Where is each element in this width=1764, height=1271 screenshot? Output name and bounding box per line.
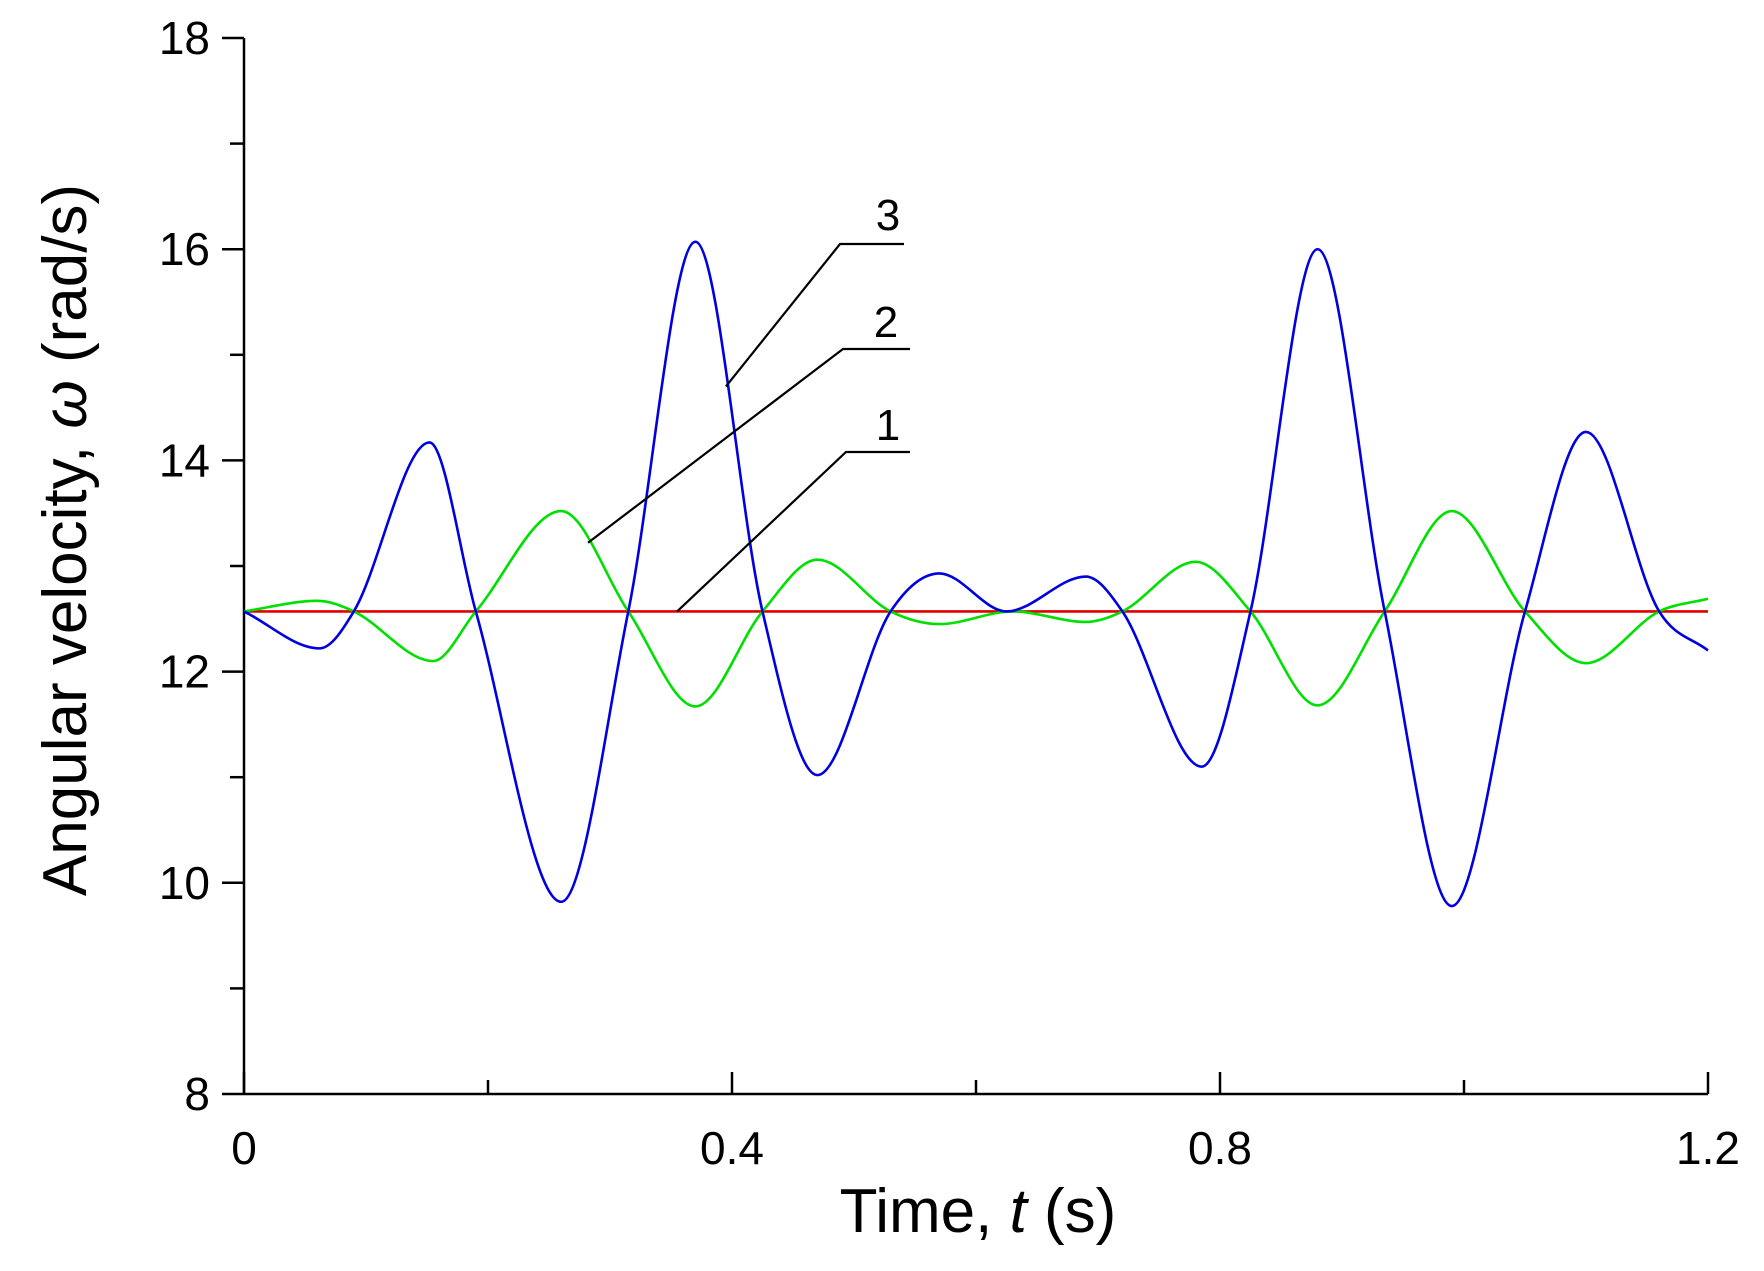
y-tick-label: 18 — [159, 12, 210, 64]
y-tick-label: 16 — [159, 223, 210, 275]
x-tick-label: 0.4 — [700, 1122, 764, 1174]
leader-line-2 — [587, 347, 910, 544]
curve-annotations: 1 2 3 — [587, 191, 910, 613]
curve-label-1: 1 — [876, 401, 900, 450]
curve-label-2: 2 — [874, 298, 898, 347]
y-axis-label: Angular velocity, ω (rad/s) — [31, 184, 100, 896]
x-tick-label: 0 — [231, 1122, 257, 1174]
y-tick-label: 8 — [184, 1068, 210, 1120]
series-line-3 — [243, 240, 1709, 908]
x-tick-label: 1.2 — [1676, 1122, 1740, 1174]
leader-line-3 — [725, 242, 904, 388]
x-axis-label: Time, t (s) — [840, 1177, 1117, 1246]
series-layer — [243, 240, 1709, 908]
x-tick-label: 0.8 — [1188, 1122, 1252, 1174]
y-tick-label: 14 — [159, 434, 210, 486]
y-tick-label: 10 — [159, 857, 210, 909]
curve-label-3: 3 — [876, 191, 900, 240]
y-tick-label: 12 — [159, 646, 210, 698]
leader-line-1 — [676, 450, 910, 613]
series-line-2 — [243, 509, 1709, 708]
